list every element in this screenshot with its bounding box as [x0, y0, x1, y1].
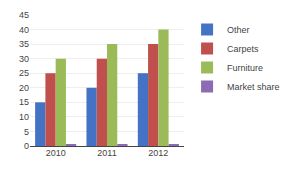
svg-text:2011: 2011: [97, 148, 116, 158]
svg-text:10: 10: [19, 112, 29, 122]
svg-text:Other: Other: [227, 25, 250, 35]
svg-text:2012: 2012: [148, 148, 168, 158]
svg-text:15: 15: [19, 97, 29, 107]
svg-text:40: 40: [19, 25, 29, 35]
svg-text:Carpets: Carpets: [227, 44, 259, 54]
svg-text:2010: 2010: [46, 148, 66, 158]
svg-text:45: 45: [19, 10, 29, 20]
svg-text:30: 30: [19, 54, 29, 64]
svg-text:35: 35: [19, 39, 29, 49]
svg-text:5: 5: [24, 127, 29, 137]
svg-text:25: 25: [19, 68, 29, 78]
svg-text:0: 0: [24, 141, 29, 151]
svg-text:20: 20: [19, 83, 29, 93]
svg-text:Furniture: Furniture: [227, 63, 263, 73]
svg-text:Market share: Market share: [227, 82, 280, 92]
